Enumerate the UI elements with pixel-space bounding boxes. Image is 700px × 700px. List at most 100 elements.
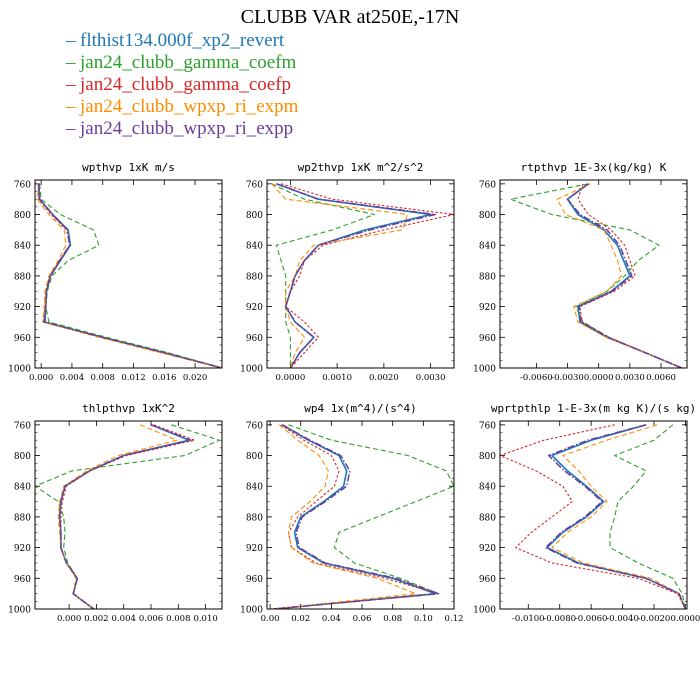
y-tick-label: 760	[14, 180, 31, 190]
legend-swatch: –	[66, 74, 76, 95]
figure-title: CLUBB VAR at250E,-17N	[240, 6, 460, 28]
y-tick-label: 880	[479, 513, 496, 523]
x-tick-label: 0.08	[383, 614, 402, 624]
y-tick-label: 960	[479, 334, 496, 344]
series-line	[36, 183, 222, 368]
x-tick-label: -0.0060	[575, 614, 608, 624]
y-tick-label: 800	[479, 452, 496, 462]
x-tick-label: 0.00	[261, 614, 280, 624]
y-tick-label: 840	[14, 242, 31, 252]
series-line	[609, 424, 686, 609]
chart-panel: rtpthvp 1E-3x(kg/kg) K 760 800 840 880 920 960…	[473, 161, 688, 383]
x-tick-label: 0.04	[322, 614, 341, 624]
x-tick-label: -0.0030	[551, 373, 584, 383]
chart-panel: wp2thvp 1xK m^2/s^2 760 800 840 880 920 960 100…	[240, 161, 455, 383]
y-tick-label: 1000	[8, 606, 31, 616]
series-line	[273, 424, 440, 609]
x-tick-label: -0.0020	[638, 614, 671, 624]
series-line	[546, 424, 687, 609]
y-tick-label: 800	[14, 211, 31, 221]
chart-panel: wpthvp 1xK m/s76080084088092096010000.00…	[8, 161, 223, 383]
y-tick-label: 1000	[240, 365, 263, 375]
series-line	[37, 183, 222, 368]
plot-frame	[499, 420, 688, 610]
legend-swatch: –	[66, 52, 76, 73]
plot-frame	[34, 420, 223, 610]
y-tick-label: 880	[14, 272, 31, 282]
y-tick-label: 960	[246, 334, 263, 344]
series-line	[556, 183, 683, 368]
x-tick-label: 0.0020	[369, 373, 399, 383]
plot-frame	[34, 179, 223, 369]
series-line	[273, 424, 454, 609]
y-tick-label: 920	[246, 303, 263, 313]
x-tick-label: 0.020	[183, 373, 207, 383]
series-line	[273, 424, 440, 609]
panel-title: thlpthvp 1xK^2	[82, 402, 175, 415]
panel-title: rtpthvp 1E-3x(kg/kg) K	[521, 161, 667, 174]
series-line	[271, 183, 376, 368]
y-tick-label: 840	[14, 483, 31, 493]
x-tick-label: 0.10	[414, 614, 433, 624]
series-line	[38, 183, 222, 368]
y-tick-label: 920	[479, 303, 496, 313]
y-tick-label: 880	[14, 513, 31, 523]
series-group	[36, 183, 222, 368]
plot-frame	[266, 179, 455, 369]
plot-frame	[499, 179, 688, 369]
y-tick-label: 920	[479, 544, 496, 554]
series-line	[551, 424, 686, 609]
series-line	[57, 424, 178, 609]
legend-item: – jan24_clubb_gamma_coefp	[66, 74, 298, 96]
y-tick-label: 760	[479, 421, 496, 431]
y-tick-label: 840	[246, 242, 263, 252]
series-line	[58, 424, 190, 609]
y-tick-label: 840	[479, 242, 496, 252]
series-line	[58, 424, 192, 609]
legend: – flthist134.000f_xp2_revert – jan24_clubb_…	[66, 30, 298, 140]
series-line	[500, 424, 686, 609]
y-tick-label: 760	[246, 180, 263, 190]
series-line	[509, 183, 683, 368]
y-tick-label: 1000	[473, 365, 496, 375]
y-tick-label: 880	[479, 272, 496, 282]
legend-swatch: –	[66, 30, 76, 51]
series-group	[271, 183, 454, 368]
y-tick-label: 1000	[473, 606, 496, 616]
x-tick-label: 0.012	[121, 373, 145, 383]
panel-title: wp2thvp 1xK m^2/s^2	[298, 161, 424, 174]
x-tick-label: 0.12	[445, 614, 464, 624]
chart-panel: wprtpthlp 1-E-3x(m kg K)/(s kg) 760 800 840…	[473, 402, 700, 624]
legend-swatch: –	[66, 118, 76, 139]
y-tick-label: 1000	[8, 365, 31, 375]
series-line	[566, 183, 683, 368]
series-line	[38, 183, 222, 368]
legend-label: jan24_clubb_gamma_coefm	[80, 52, 297, 73]
y-tick-label: 800	[479, 211, 496, 221]
y-tick-label: 960	[14, 334, 31, 344]
y-tick-label: 760	[14, 421, 31, 431]
x-tick-label: 0.02	[291, 614, 310, 624]
x-tick-label: 0.016	[152, 373, 176, 383]
x-tick-label: 0.0060	[646, 373, 676, 383]
x-tick-label: 0.0000	[671, 614, 700, 624]
legend-label: jan24_clubb_wpxp_ri_expp	[80, 118, 294, 139]
series-line	[276, 183, 437, 368]
plot-frame	[266, 420, 455, 610]
legend-item: – jan24_clubb_wpxp_ri_expm	[66, 96, 298, 118]
y-tick-label: 840	[246, 483, 263, 493]
x-tick-label: 0.06	[353, 614, 372, 624]
x-tick-label: 0.0000	[584, 373, 614, 383]
series-group	[35, 424, 220, 609]
chart-panel: thlpthvp 1xK^2 760 800 840 880 920 960 1000 0.00…	[8, 402, 223, 624]
x-tick-label: 0.000	[29, 373, 53, 383]
x-tick-label: -0.0080	[543, 614, 576, 624]
series-line	[271, 183, 408, 368]
x-tick-label: 0.008	[166, 614, 190, 624]
x-tick-label: -0.0060	[520, 373, 553, 383]
x-tick-label: 0.008	[91, 373, 115, 383]
x-tick-label: -0.0040	[606, 614, 639, 624]
series-line	[273, 424, 417, 609]
legend-item: – flthist134.000f_xp2_revert	[66, 30, 298, 52]
series-group	[509, 183, 683, 368]
